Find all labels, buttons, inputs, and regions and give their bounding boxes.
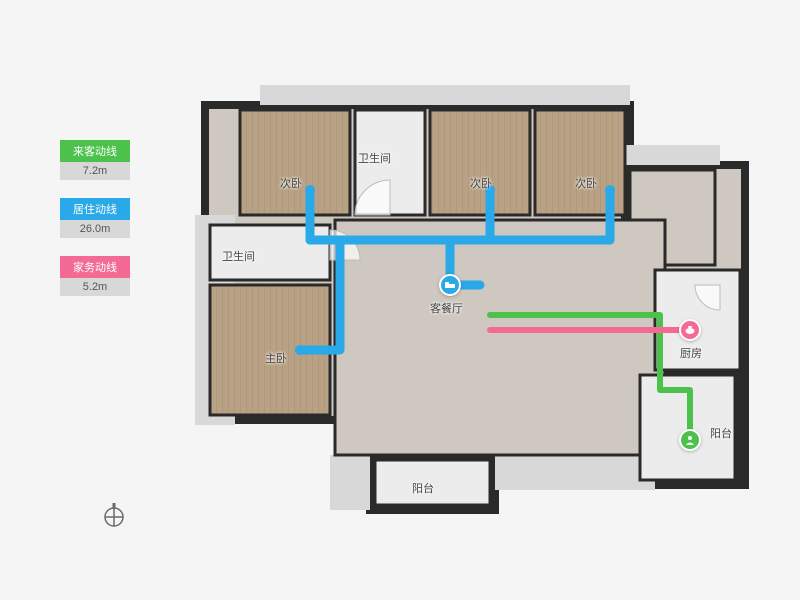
legend-label: 居住动线 [60, 198, 130, 220]
room-label-bath_left: 卫生间 [222, 248, 255, 264]
legend-value: 7.2m [60, 162, 130, 180]
legend-label: 来客动线 [60, 140, 130, 162]
kitchen-node-icon [679, 319, 701, 341]
room-label-bath_top: 卫生间 [358, 150, 391, 166]
room-label-living: 客餐厅 [430, 300, 463, 316]
legend-value: 5.2m [60, 278, 130, 296]
floorplan: 次卧卫生间次卧次卧卫生间主卧客餐厅厨房阳台阳台 [180, 60, 760, 520]
room-label-bedroom_tr: 次卧 [575, 175, 597, 191]
legend-item-housework: 家务动线 5.2m [60, 256, 130, 296]
room-label-bedroom_tl: 次卧 [280, 175, 302, 191]
balcony-node-icon [679, 429, 701, 451]
room-label-balcony_r: 阳台 [710, 425, 732, 441]
compass-icon [100, 500, 128, 528]
legend-item-guest: 来客动线 7.2m [60, 140, 130, 180]
floorplan-svg [180, 60, 760, 520]
living-node-icon [439, 274, 461, 296]
legend-value: 26.0m [60, 220, 130, 238]
room-label-bedroom_tm: 次卧 [470, 175, 492, 191]
legend-item-resident: 居住动线 26.0m [60, 198, 130, 238]
room-label-balcony_b: 阳台 [412, 480, 434, 496]
room-label-kitchen: 厨房 [680, 345, 702, 361]
room-label-bedroom_bl: 主卧 [265, 350, 287, 366]
legend: 来客动线 7.2m 居住动线 26.0m 家务动线 5.2m [60, 140, 130, 314]
legend-label: 家务动线 [60, 256, 130, 278]
